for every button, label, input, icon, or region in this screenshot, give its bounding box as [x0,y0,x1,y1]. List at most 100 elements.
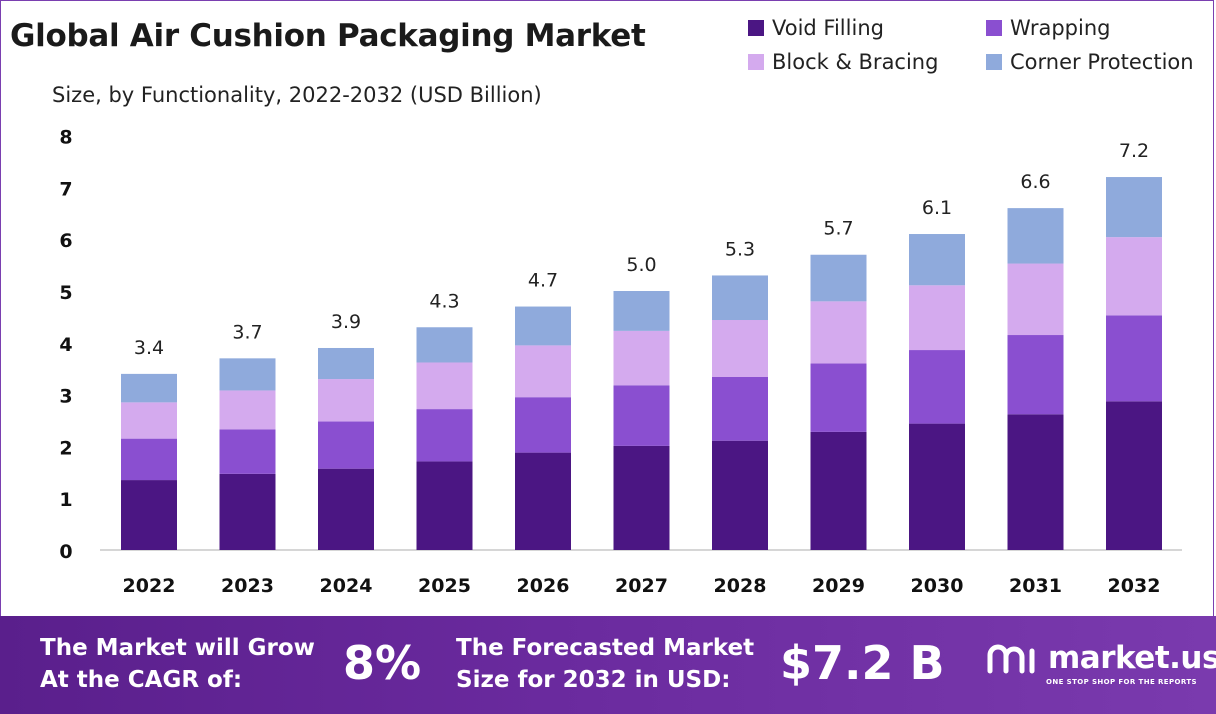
data-label-total: 3.9 [331,311,361,333]
bar-block-bracing-2022 [121,402,177,439]
y-tick-label: 2 [59,437,72,459]
bar-wrapping-2031 [1007,335,1064,415]
legend-swatch-corner-protection [986,54,1002,70]
bar-void-filling-2024 [318,468,374,550]
data-label-total: 6.6 [1020,171,1050,193]
legend-swatch-block-bracing [748,54,764,70]
bar-block-bracing-2024 [318,379,374,422]
bar-corner-protection-2027 [613,291,670,331]
bar-block-bracing-2026 [515,345,571,398]
bar-corner-protection-2026 [515,306,571,346]
market-us-logo-icon [987,644,1035,674]
bar-corner-protection-2031 [1007,208,1064,264]
bar-corner-protection-2024 [318,347,374,380]
forecast-label: The Forecasted Market Size for 2032 in U… [456,632,754,696]
bar-block-bracing-2029 [810,301,867,364]
x-tick-label: 2026 [517,575,570,597]
bar-corner-protection-2022 [121,373,177,403]
x-tick-label: 2029 [812,575,865,597]
x-tick-label: 2022 [123,575,176,597]
bar-void-filling-2029 [810,431,867,550]
brand-name: market.us [1048,640,1216,676]
bar-block-bracing-2023 [219,390,276,430]
cagr-label-line1: The Market will Grow [40,635,315,661]
bar-block-bracing-2031 [1007,263,1064,336]
data-label-total: 5.3 [725,238,755,260]
x-tick-label: 2027 [615,575,668,597]
x-tick-label: 2025 [418,575,471,597]
brand-logo: market.us [986,640,1216,676]
forecast-label-line1: The Forecasted Market [456,635,755,661]
data-label-total: 4.7 [528,270,558,292]
legend-label-corner-protection: Corner Protection [1010,50,1194,74]
data-label-total: 5.0 [626,254,656,276]
bar-void-filling-2023 [219,473,276,550]
legend-label-wrapping: Wrapping [1010,16,1111,40]
cagr-label-line2: At the CAGR of: [40,667,243,693]
x-tick-label: 2031 [1009,575,1062,597]
y-tick-label: 4 [59,334,72,356]
bar-corner-protection-2032 [1106,177,1162,238]
bar-wrapping-2022 [121,438,177,481]
y-tick-label: 5 [59,282,72,304]
legend-item-block-bracing: Block & Bracing [748,50,938,74]
y-tick-label: 7 [59,178,72,200]
x-tick-label: 2032 [1108,575,1161,597]
bar-void-filling-2030 [909,423,965,550]
y-tick-label: 0 [59,541,72,563]
data-label-total: 7.2 [1119,140,1149,162]
bar-corner-protection-2025 [416,327,473,363]
bar-corner-protection-2023 [219,358,276,391]
y-tick-label: 3 [59,386,72,408]
footer-banner: The Market will Grow At the CAGR of: 8% … [0,616,1216,714]
bar-wrapping-2027 [613,385,670,446]
chart-subtitle: Size, by Functionality, 2022-2032 (USD B… [52,83,542,107]
legend-label-block-bracing: Block & Bracing [772,50,939,74]
bar-corner-protection-2028 [712,275,768,321]
y-tick-label: 8 [59,127,72,149]
bar-wrapping-2026 [515,397,571,453]
data-label-total: 3.7 [232,321,262,343]
bar-block-bracing-2030 [909,285,965,351]
legend-label-void-filling: Void Filling [772,16,884,40]
cagr-value: 8% [343,636,422,690]
bar-wrapping-2029 [810,363,867,432]
x-tick-label: 2023 [221,575,274,597]
x-tick-label: 2024 [320,575,373,597]
bar-chart: 0 1 2 3 4 5 6 7 8 3.4 2022 3.7 2023 3.9 2024 4.3 2025 4.7… [59,127,1182,597]
legend: Void Filling Wrapping Block & Bracing Co… [748,14,1216,84]
bar-block-bracing-2032 [1106,237,1162,316]
bar-void-filling-2022 [121,480,177,550]
bar-void-filling-2026 [515,452,571,550]
data-label-total: 5.7 [823,218,853,240]
bar-wrapping-2023 [219,429,276,474]
brand-tagline: ONE STOP SHOP FOR THE REPORTS [1046,678,1197,686]
bar-block-bracing-2028 [712,320,768,377]
x-tick-label: 2030 [911,575,964,597]
bar-wrapping-2025 [416,409,473,462]
legend-item-corner-protection: Corner Protection [986,50,1194,74]
bar-void-filling-2032 [1106,401,1162,550]
chart-title: Global Air Cushion Packaging Market [10,18,646,54]
bar-block-bracing-2025 [416,362,473,410]
y-tick-label: 6 [59,230,72,252]
forecast-value: $7.2 B [780,636,945,690]
forecast-label-line2: Size for 2032 in USD: [456,667,731,693]
data-label-total: 3.4 [134,337,164,359]
bar-wrapping-2028 [712,376,768,441]
bar-void-filling-2028 [712,440,768,550]
y-tick-label: 1 [59,489,72,511]
data-label-total: 4.3 [429,290,459,312]
bar-void-filling-2027 [613,445,670,550]
legend-swatch-void-filling [748,20,764,36]
bar-wrapping-2024 [318,421,374,469]
legend-item-wrapping: Wrapping [986,16,1110,40]
bar-void-filling-2025 [416,461,473,550]
bar-wrapping-2030 [909,350,965,424]
x-tick-label: 2028 [714,575,767,597]
legend-swatch-wrapping [986,20,1002,36]
legend-item-void-filling: Void Filling [748,16,884,40]
bar-corner-protection-2030 [909,234,965,286]
bar-block-bracing-2027 [613,330,670,386]
bar-void-filling-2031 [1007,414,1064,550]
